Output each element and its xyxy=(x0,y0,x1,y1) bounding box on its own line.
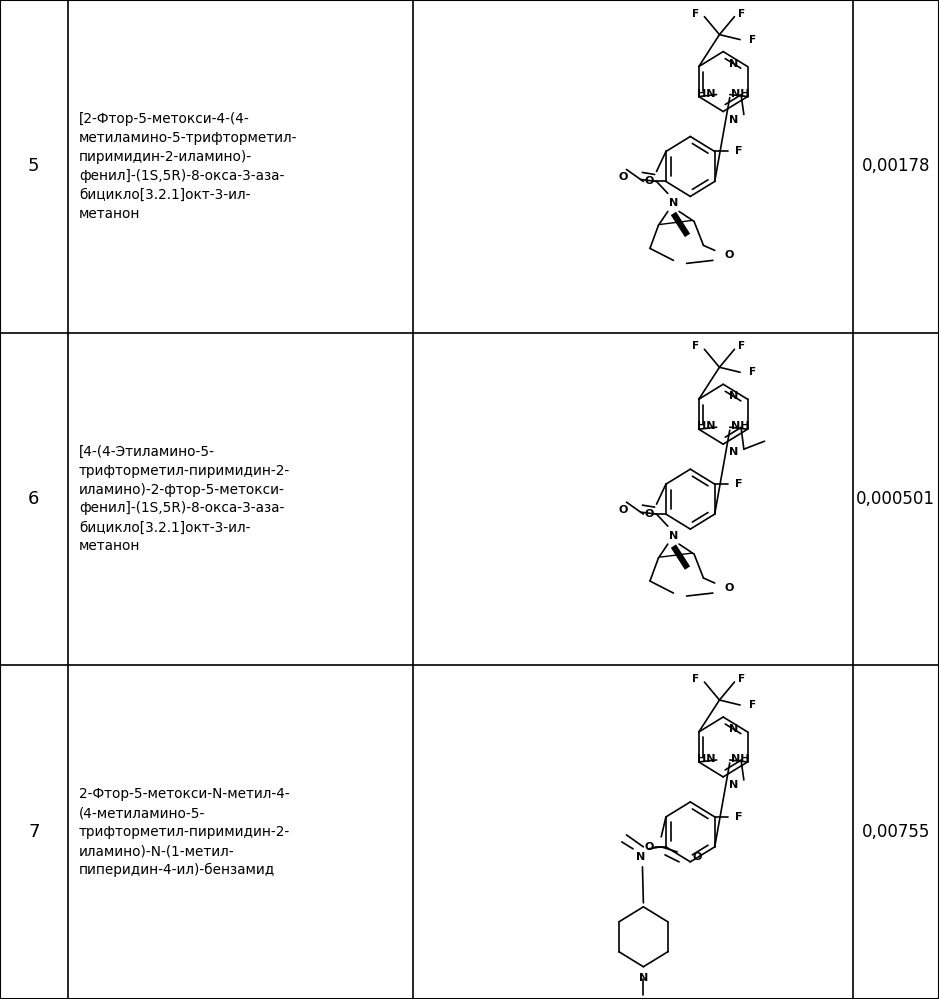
Text: 0,000501: 0,000501 xyxy=(856,490,935,508)
Text: F: F xyxy=(692,342,699,352)
Text: F: F xyxy=(738,342,746,352)
Text: O: O xyxy=(644,177,654,187)
Text: NH: NH xyxy=(731,754,749,764)
Text: O: O xyxy=(618,505,627,515)
Text: [4-(4-Этиламино-5-
трифторметил-пиримидин-2-
иламино)-2-фтор-5-метокси-
фенил]-(: [4-(4-Этиламино-5- трифторметил-пиримиди… xyxy=(79,445,290,553)
Text: O: O xyxy=(724,251,733,261)
Text: N: N xyxy=(669,199,678,209)
Text: O: O xyxy=(692,852,701,862)
Text: O: O xyxy=(724,583,733,593)
Text: O: O xyxy=(644,509,654,519)
Text: F: F xyxy=(738,674,746,684)
Text: O: O xyxy=(644,842,654,852)
Text: N: N xyxy=(729,115,738,125)
Text: F: F xyxy=(735,480,743,490)
Text: 0,00178: 0,00178 xyxy=(862,157,930,176)
Text: F: F xyxy=(735,147,743,157)
Text: HN: HN xyxy=(697,754,716,764)
Text: F: F xyxy=(749,35,757,45)
Text: F: F xyxy=(749,368,757,378)
Text: N: N xyxy=(729,392,738,402)
Text: N: N xyxy=(729,780,738,790)
Text: N: N xyxy=(639,973,648,983)
Text: 7: 7 xyxy=(28,823,39,841)
Text: HN: HN xyxy=(697,89,716,99)
Text: 0,00755: 0,00755 xyxy=(862,823,930,841)
Text: NH: NH xyxy=(731,89,749,99)
Text: N: N xyxy=(729,448,738,458)
Text: F: F xyxy=(749,700,757,710)
Text: HN: HN xyxy=(697,422,716,432)
Text: F: F xyxy=(735,812,743,822)
Text: [2-Фтор-5-метокси-4-(4-
метиламино-5-трифторметил-
пиримидин-2-иламино)-
фенил]-: [2-Фтор-5-метокси-4-(4- метиламино-5-три… xyxy=(79,112,298,221)
Text: 5: 5 xyxy=(28,157,39,176)
Text: N: N xyxy=(669,531,678,541)
Text: N: N xyxy=(636,852,645,862)
Text: F: F xyxy=(692,674,699,684)
Text: F: F xyxy=(692,9,699,19)
Text: NH: NH xyxy=(731,422,749,432)
Text: 6: 6 xyxy=(28,490,39,508)
Text: F: F xyxy=(738,9,746,19)
Text: 2-Фтор-5-метокси-N-метил-4-
(4-метиламино-5-
трифторметил-пиримидин-2-
иламино)-: 2-Фтор-5-метокси-N-метил-4- (4-метиламин… xyxy=(79,787,290,877)
Text: O: O xyxy=(618,173,627,183)
Text: N: N xyxy=(729,59,738,69)
Text: N: N xyxy=(729,724,738,734)
